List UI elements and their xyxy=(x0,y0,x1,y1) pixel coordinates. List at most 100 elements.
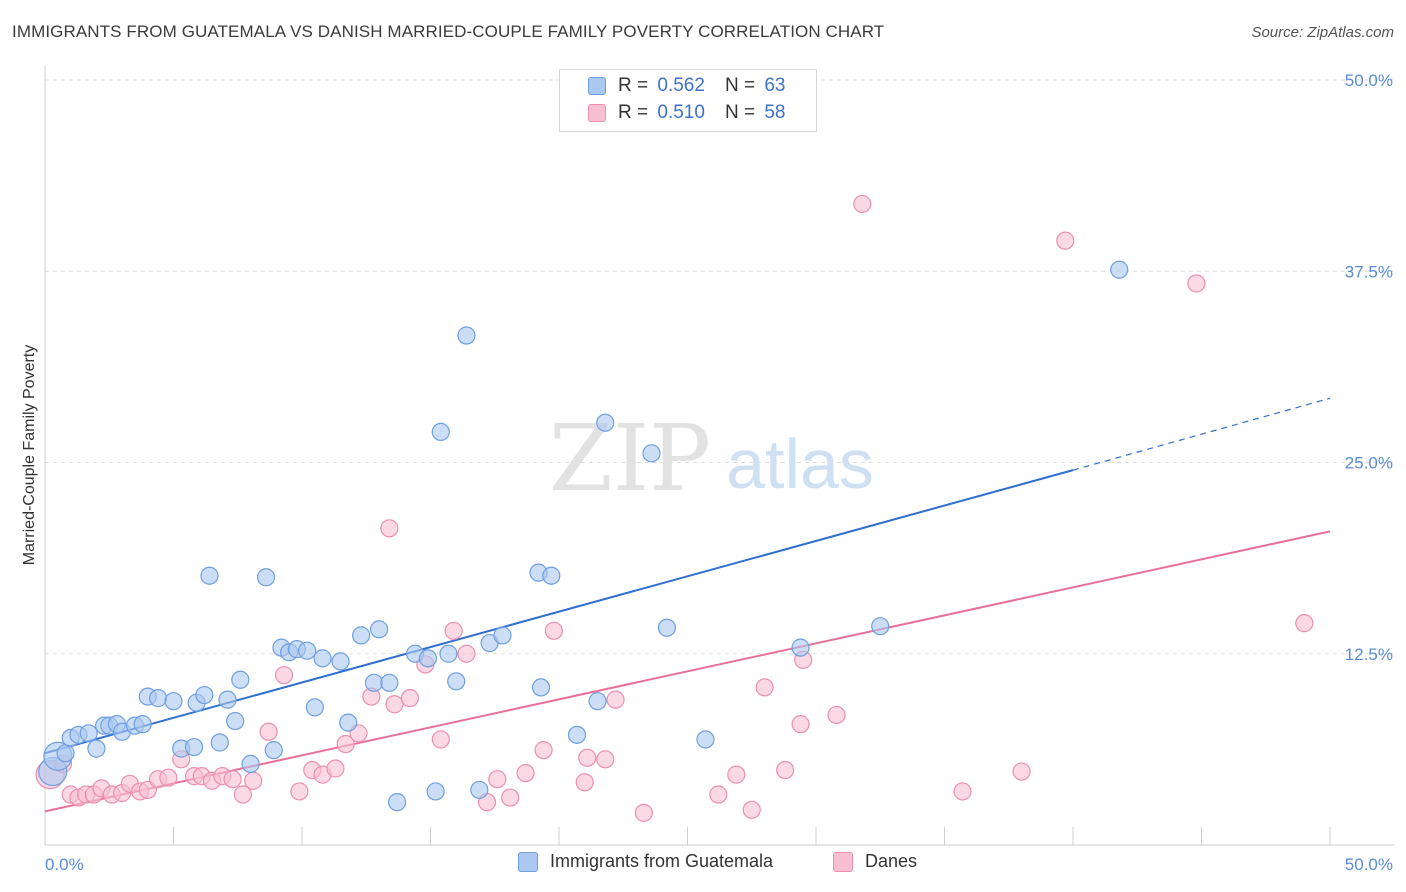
guatemala-point xyxy=(331,652,350,671)
danes-point xyxy=(488,770,507,789)
guatemala-point xyxy=(470,780,489,800)
watermark-zip: ZIP xyxy=(549,405,711,512)
guatemala-point xyxy=(339,713,358,732)
legend-r-label: R = xyxy=(618,102,649,123)
chart-title: IMMIGRANTS FROM GUATEMALA VS DANISH MARR… xyxy=(12,22,885,41)
danes-point xyxy=(742,800,761,819)
guatemala-point xyxy=(148,689,168,708)
guatemala-point xyxy=(56,744,75,763)
legend-r-value: 0.510 xyxy=(657,102,705,123)
danes-point xyxy=(534,741,553,760)
guatemala-point xyxy=(210,733,229,752)
guatemala-point xyxy=(313,649,332,668)
guatemala-point xyxy=(439,644,458,663)
y-tick-label-1: 25.0% xyxy=(1345,454,1393,473)
guatemala-point xyxy=(184,737,204,757)
guatemala-point xyxy=(696,730,715,749)
y-tick-label-0: 12.5% xyxy=(1345,645,1393,664)
danes-points xyxy=(35,194,1314,822)
danes-point xyxy=(791,715,810,734)
guatemala-point xyxy=(226,711,245,731)
y-axis-label: Married-Couple Family Poverty xyxy=(21,345,38,566)
danes-point xyxy=(223,770,242,789)
guatemala-point xyxy=(133,715,152,734)
danes-point xyxy=(606,690,625,709)
guatemala-point xyxy=(871,617,890,636)
guatemala-point xyxy=(200,566,219,585)
series-legend: Immigrants from Guatemala Danes xyxy=(0,851,1406,879)
danes-point xyxy=(501,788,520,807)
danes-point xyxy=(827,705,846,725)
guatemala-point xyxy=(195,685,214,705)
guatemala-point xyxy=(542,566,561,585)
danes-point xyxy=(727,765,746,784)
guatemala-point xyxy=(164,692,183,711)
guatemala-point xyxy=(380,673,399,692)
danes-point xyxy=(159,768,178,787)
guatemala-point xyxy=(588,692,607,711)
danes-point xyxy=(1187,274,1206,293)
legend-row-danes: R = 0.510 N = 58 xyxy=(588,101,785,125)
danes-point xyxy=(385,695,404,714)
danes-point xyxy=(578,748,597,767)
legend-r-label: R = xyxy=(618,75,649,96)
guatemala-point xyxy=(298,641,317,660)
danes-point xyxy=(431,730,450,749)
danes-point xyxy=(776,760,795,780)
legend-label-guatemala: Immigrants from Guatemala xyxy=(550,851,774,871)
guatemala-point xyxy=(256,568,276,587)
legend-swatch-blue xyxy=(588,77,606,95)
guatemala-point xyxy=(531,678,551,697)
guatemala-point xyxy=(642,444,661,463)
guatemala-point xyxy=(370,620,389,639)
axes xyxy=(44,66,1395,846)
legend-n-value: 63 xyxy=(764,75,786,96)
legend-swatch-pink xyxy=(588,104,606,122)
guatemala-point xyxy=(447,672,466,691)
danes-point xyxy=(457,644,476,663)
danes-point xyxy=(516,763,535,783)
trend-line-guatemala xyxy=(44,469,1074,755)
guatemala-point xyxy=(418,649,438,668)
guatemala-point xyxy=(596,413,615,432)
guatemala-point xyxy=(426,782,445,801)
x-tick-label-0: 0.0% xyxy=(45,855,84,874)
stats-legend: R = 0.562 N = 63 R = 0.510 N = 58 xyxy=(559,69,817,132)
danes-point xyxy=(233,785,252,804)
legend-n-label: N = xyxy=(724,75,756,96)
guatemala-point xyxy=(79,724,98,743)
danes-point xyxy=(596,750,615,769)
guatemala-point xyxy=(567,725,587,744)
danes-point xyxy=(336,734,355,754)
legend-item-danes[interactable]: Danes xyxy=(833,851,917,872)
guatemala-point xyxy=(387,793,407,812)
danes-point xyxy=(244,771,263,790)
source-label: Source: ZipAtlas.com xyxy=(1251,24,1394,41)
legend-r-value: 0.562 xyxy=(657,75,705,96)
danes-point xyxy=(755,678,774,697)
danes-point xyxy=(290,782,309,801)
danes-point xyxy=(380,519,399,538)
danes-point xyxy=(1056,231,1075,250)
danes-point xyxy=(1012,762,1031,781)
danes-point xyxy=(400,689,420,708)
guatemala-points xyxy=(38,260,1129,812)
danes-point xyxy=(634,803,653,822)
danes-point xyxy=(953,782,972,801)
danes-point xyxy=(544,621,563,640)
legend-item-guatemala[interactable]: Immigrants from Guatemala xyxy=(518,851,773,872)
guatemala-point xyxy=(305,698,324,717)
legend-swatch-blue xyxy=(518,851,538,872)
guatemala-point xyxy=(364,673,384,692)
guatemala-point xyxy=(657,618,677,637)
guatemala-point xyxy=(791,638,810,657)
guatemala-point xyxy=(264,741,283,760)
danes-point xyxy=(444,621,463,640)
watermark: ZIP atlas xyxy=(549,405,874,512)
guatemala-point xyxy=(431,422,450,441)
guatemala-point xyxy=(352,626,371,645)
guatemala-point xyxy=(231,670,250,689)
legend-n-label: N = xyxy=(724,102,756,123)
y-tick-label-2: 37.5% xyxy=(1345,262,1393,281)
